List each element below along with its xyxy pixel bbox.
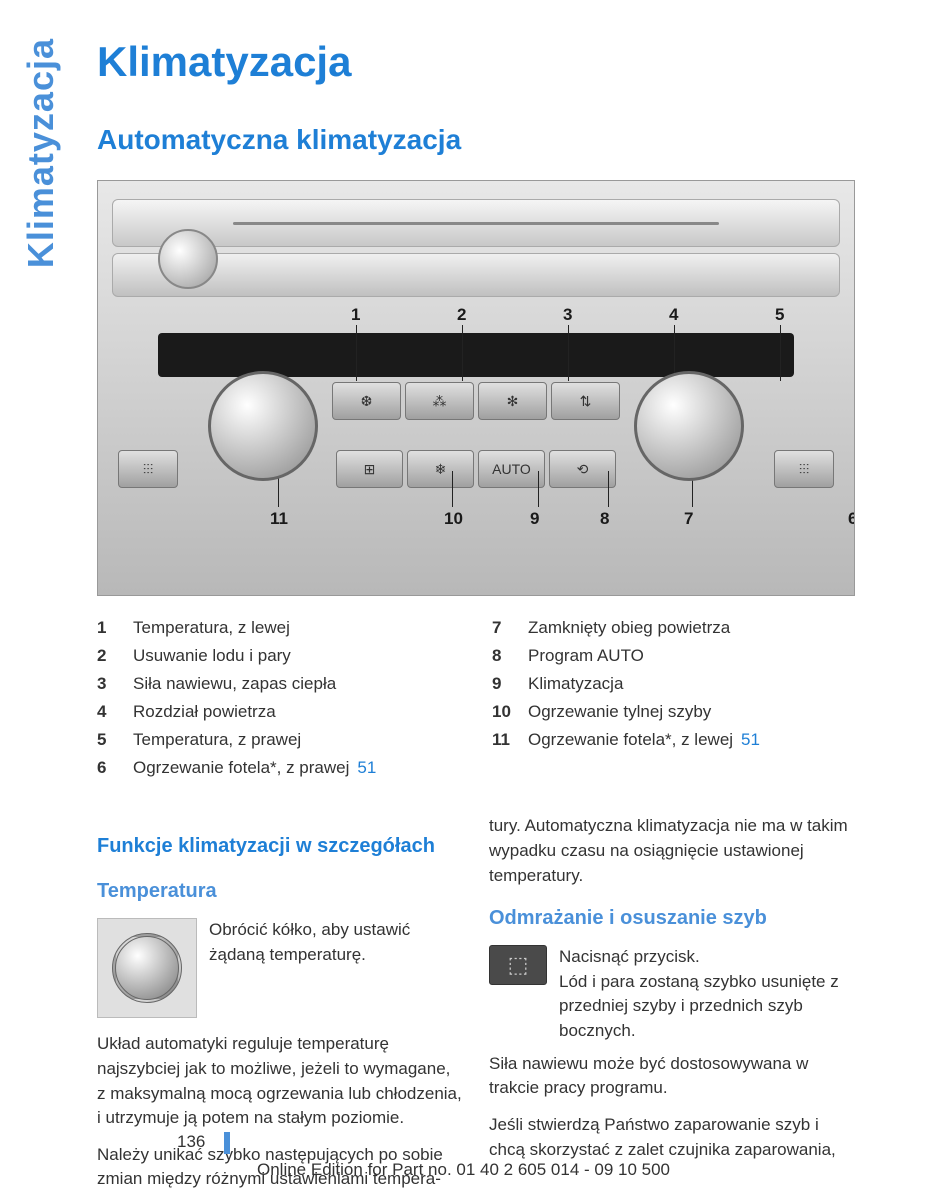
- legend-text: Rozdział powietrza: [133, 698, 460, 726]
- legend-item-4: 4 Rozdział powietrza: [97, 698, 460, 726]
- legend-left-column: 1 Temperatura, z lewej 2 Usuwanie lodu i pa…: [97, 614, 460, 782]
- callout-1: 1: [351, 305, 360, 325]
- legend-text: Zamknięty obieg powietrza: [528, 614, 855, 642]
- air-button-graphic: ✻: [478, 382, 547, 420]
- legend-item-3: 3 Siła nawiewu, zapas ciepła: [97, 670, 460, 698]
- callout-6: 6: [848, 509, 855, 529]
- legend-item-9: 9 Klimatyzacja: [492, 670, 855, 698]
- fan-button-graphic: ⁂: [405, 382, 474, 420]
- legend-text: Usuwanie lodu i pary: [133, 642, 460, 670]
- callout-11: 11: [270, 509, 288, 529]
- defrost-button-graphic: ❆: [332, 382, 401, 420]
- details-heading: Funkcje klimatyzacji w szczegółach: [97, 832, 463, 861]
- legend-item-5: 5 Temperatura, z prawej: [97, 726, 460, 754]
- legend-item-1: 1 Temperatura, z lewej: [97, 614, 460, 642]
- legend-number: 9: [492, 670, 514, 698]
- auto-button-graphic: AUTO: [478, 450, 545, 488]
- seat-heat-left-graphic: ⫶⫶⫶: [118, 450, 178, 488]
- continuation-paragraph: tury. Automatyczna klimatyzacja nie ma w…: [489, 814, 855, 888]
- page-reference: 51: [357, 758, 376, 777]
- side-tab-label: Klimatyzacja: [20, 38, 62, 268]
- defrost-paragraph-1: Lód i para zostaną szybko usunięte z prz…: [559, 970, 855, 1044]
- legend-text: Ogrzewanie tylnej szyby: [528, 698, 855, 726]
- legend-item-10: 10 Ogrzewanie tylnej szyby: [492, 698, 855, 726]
- defrost-intro-text: Nacisnąć przycisk.: [559, 945, 855, 970]
- seat-heat-right-graphic: ⫶⫶⫶: [774, 450, 834, 488]
- legend-number: 8: [492, 642, 514, 670]
- page-title: Klimatyzacja: [97, 38, 855, 86]
- callout-9: 9: [530, 509, 539, 529]
- mode-button-graphic: ⇅: [551, 382, 620, 420]
- defrost-paragraph-2: Siła nawiewu może być dostosowywana w tr…: [489, 1052, 855, 1101]
- legend-number: 4: [97, 698, 119, 726]
- radio-knob-graphic: [158, 229, 218, 289]
- temperature-paragraph-1: Układ automatyki reguluje temperaturę na…: [97, 1032, 463, 1131]
- legend-number: 2: [97, 642, 119, 670]
- legend-text: Temperatura, z prawej: [133, 726, 460, 754]
- legend-number: 6: [97, 754, 119, 782]
- legend-number: 11: [492, 726, 514, 754]
- rear-defrost-graphic: ⊞: [336, 450, 403, 488]
- temperature-block: Obrócić kółko, aby ustawić żądaną temper…: [97, 918, 463, 1018]
- callout-5: 5: [775, 305, 784, 325]
- defrost-button-icon: ⬚: [489, 945, 547, 985]
- cd-slot-graphic: [112, 199, 840, 247]
- legend-number: 10: [492, 698, 514, 726]
- legend-number: 1: [97, 614, 119, 642]
- edition-text: Online Edition for Part no. 01 40 2 605 …: [257, 1160, 855, 1180]
- page-content: Klimatyzacja Automatyczna klimatyzacja ❆…: [97, 38, 855, 1204]
- legend-item-8: 8 Program AUTO: [492, 642, 855, 670]
- legend-right-column: 7Zamknięty obieg powietrza8Program AUTO9…: [492, 614, 855, 782]
- legend-item-6: 6 Ogrzewanie fotela*, z prawej51: [97, 754, 460, 782]
- defrost-block: ⬚ Nacisnąć przycisk. Lód i para zostaną …: [489, 945, 855, 1044]
- legend-item-2: 2 Usuwanie lodu i pary: [97, 642, 460, 670]
- callout-8: 8: [600, 509, 609, 529]
- callout-10: 10: [444, 509, 463, 529]
- legend-text: Ogrzewanie fotela*, z lewej51: [528, 726, 855, 754]
- legend-text: Ogrzewanie fotela*, z prawej51: [133, 754, 460, 782]
- temp-dial-right-graphic: [634, 371, 744, 481]
- legend-item-11: 11 Ogrzewanie fotela*, z lewej51: [492, 726, 855, 754]
- callout-4: 4: [669, 305, 678, 325]
- legend-item-7: 7 Zamknięty obieg powietrza: [492, 614, 855, 642]
- legend-text: Program AUTO: [528, 642, 855, 670]
- callout-7: 7: [684, 509, 693, 529]
- footer-accent-bar: [224, 1132, 230, 1154]
- legend-columns: 1 Temperatura, z lewej 2 Usuwanie lodu i pa…: [97, 614, 855, 782]
- callout-3: 3: [563, 305, 572, 325]
- radio-row-graphic: [112, 253, 840, 297]
- legend-number: 5: [97, 726, 119, 754]
- legend-text: Temperatura, z lewej: [133, 614, 460, 642]
- section-heading: Automatyczna klimatyzacja: [97, 124, 855, 156]
- temperature-dial-icon: [97, 918, 197, 1018]
- recirc-button-graphic: ⟲: [549, 450, 616, 488]
- ac-button-graphic: ❄: [407, 450, 474, 488]
- legend-number: 3: [97, 670, 119, 698]
- temperature-heading: Temperatura: [97, 877, 463, 906]
- defrost-heading: Odmrażanie i osuszanie szyb: [489, 904, 855, 933]
- legend-text: Siła nawiewu, zapas ciepła: [133, 670, 460, 698]
- page-number: 136: [177, 1132, 205, 1152]
- climate-control-diagram: ❆ ⁂ ✻ ⇅ ⫶⫶⫶ ⊞ ❄ AUTO ⟲ ⫶⫶⫶ 1 2 3 4 5 11 10 9 8 7…: [97, 180, 855, 596]
- page-reference: 51: [741, 730, 760, 749]
- legend-number: 7: [492, 614, 514, 642]
- legend-text: Klimatyzacja: [528, 670, 855, 698]
- callout-2: 2: [457, 305, 466, 325]
- page-footer: 136 Online Edition for Part no. 01 40 2 …: [97, 1132, 855, 1180]
- display-strip-graphic: [158, 333, 794, 377]
- temp-dial-left-graphic: [208, 371, 318, 481]
- temperature-intro-text: Obrócić kółko, aby ustawić żądaną temper…: [209, 918, 463, 967]
